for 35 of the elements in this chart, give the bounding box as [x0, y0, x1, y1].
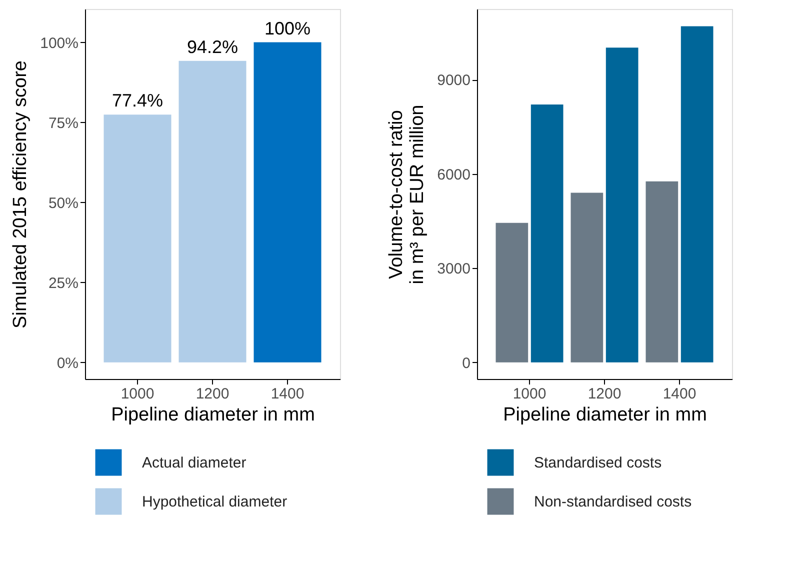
y-tick-label: 9000 [437, 72, 470, 90]
legend-label: Standardised costs [534, 454, 662, 472]
x-tick-label: 1000 [120, 386, 154, 402]
y-tick-label: 100% [40, 34, 78, 52]
y-axis-title: Volume-to-cost ratio in m³ per EUR million [386, 104, 428, 284]
x-tick-label: 1200 [588, 386, 622, 402]
bar [570, 192, 604, 362]
bar [496, 222, 528, 362]
legend-label: Hypothetical diameter [142, 494, 288, 510]
data-label: 94.2% [186, 36, 238, 57]
y-tick-label: 3000 [437, 260, 470, 278]
x-axis-title: Pipeline diameter in mm [111, 404, 315, 426]
bar [254, 42, 322, 362]
y-tick-label: 0 [462, 354, 470, 372]
bar [646, 181, 678, 362]
data-label: 100% [264, 18, 311, 38]
x-tick-label: 1200 [196, 386, 230, 402]
y-tick-label: 25% [48, 274, 78, 292]
bar [104, 114, 172, 362]
bar [680, 26, 714, 362]
y-tick-label: 0% [56, 354, 78, 372]
x-tick-label: 1400 [270, 386, 304, 402]
y-tick-label: 50% [48, 194, 78, 212]
x-axis-title: Pipeline diameter in mm [503, 404, 707, 426]
y-tick-label: 75% [48, 114, 78, 132]
y-axis-title: Simulated 2015 efficiency score [10, 60, 32, 328]
legend-label: Non-standardised costs [534, 494, 692, 510]
y-tick-label: 6000 [437, 166, 470, 184]
x-tick-label: 1000 [512, 386, 546, 402]
bar [530, 104, 564, 362]
x-tick-label: 1400 [662, 386, 696, 402]
legend-label: Actual diameter [142, 454, 246, 472]
data-label: 77.4% [112, 90, 164, 111]
bar [606, 48, 638, 362]
bar [178, 60, 246, 362]
